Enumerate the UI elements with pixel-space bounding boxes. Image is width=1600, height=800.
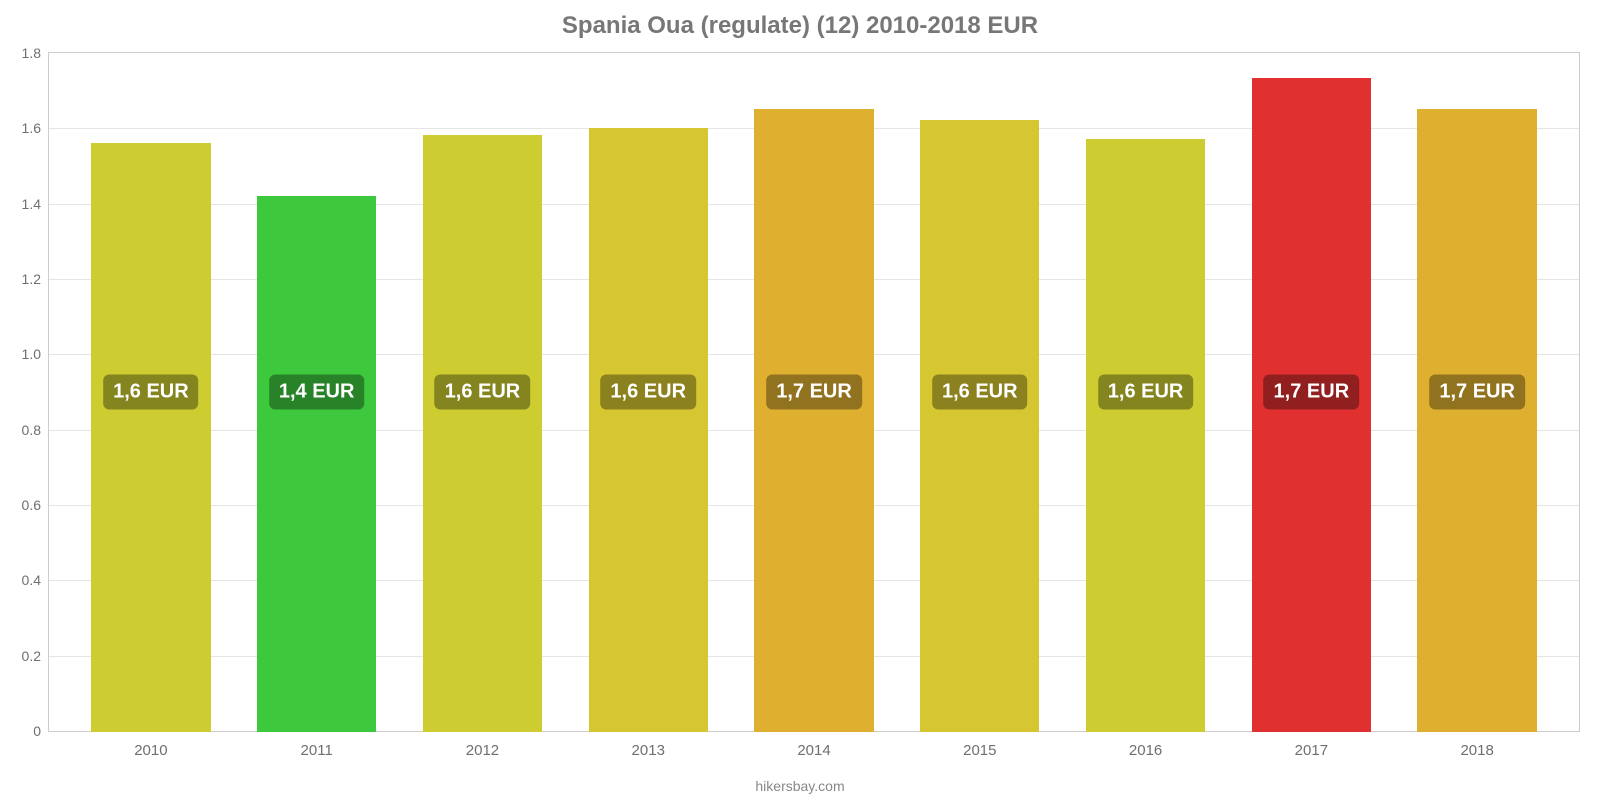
bar-slot: 1,7 EUR xyxy=(731,52,897,732)
bar: 1,6 EUR xyxy=(423,135,542,732)
x-tick-label: 2016 xyxy=(1063,742,1229,759)
bar: 1,4 EUR xyxy=(257,196,376,732)
bar-value-label: 1,6 EUR xyxy=(932,375,1028,410)
bar: 1,6 EUR xyxy=(1086,139,1205,732)
bar-slot: 1,7 EUR xyxy=(1228,52,1394,732)
y-tick-label: 0 xyxy=(33,723,49,739)
y-tick-label: 1.8 xyxy=(22,45,49,61)
price-chart: Spania Oua (regulate) (12) 2010-2018 EUR… xyxy=(0,0,1600,800)
bar-value-label: 1,7 EUR xyxy=(1429,375,1525,410)
y-tick-label: 1.6 xyxy=(22,120,49,136)
bar-value-label: 1,7 EUR xyxy=(766,375,862,410)
bar: 1,6 EUR xyxy=(920,120,1039,732)
bar-value-label: 1,6 EUR xyxy=(103,375,199,410)
bar-value-label: 1,6 EUR xyxy=(435,375,531,410)
x-tick-label: 2010 xyxy=(68,742,234,759)
chart-footer: hikersbay.com xyxy=(0,778,1600,794)
x-tick-label: 2017 xyxy=(1228,742,1394,759)
y-tick-label: 0.8 xyxy=(22,422,49,438)
chart-title: Spania Oua (regulate) (12) 2010-2018 EUR xyxy=(0,12,1600,40)
x-tick-label: 2011 xyxy=(234,742,400,759)
x-axis-labels: 201020112012201320142015201620172018 xyxy=(48,742,1580,759)
bar-slot: 1,6 EUR xyxy=(565,52,731,732)
bar: 1,6 EUR xyxy=(91,143,210,732)
x-tick-label: 2015 xyxy=(897,742,1063,759)
bar-slot: 1,6 EUR xyxy=(1063,52,1229,732)
plot-outer: 00.20.40.60.81.01.21.41.61.8 1,6 EUR1,4 … xyxy=(48,52,1580,732)
y-tick-label: 1.2 xyxy=(22,271,49,287)
bar: 1,7 EUR xyxy=(1252,78,1371,732)
x-tick-label: 2014 xyxy=(731,742,897,759)
x-tick-label: 2013 xyxy=(565,742,731,759)
bar-slot: 1,7 EUR xyxy=(1394,52,1560,732)
bar-slot: 1,6 EUR xyxy=(68,52,234,732)
y-tick-label: 1.4 xyxy=(22,196,49,212)
bar-value-label: 1,6 EUR xyxy=(1098,375,1194,410)
bar-slot: 1,6 EUR xyxy=(897,52,1063,732)
y-tick-label: 0.4 xyxy=(22,572,49,588)
bar-value-label: 1,6 EUR xyxy=(600,375,696,410)
bar: 1,7 EUR xyxy=(754,109,873,732)
bar-slot: 1,6 EUR xyxy=(400,52,566,732)
bar-value-label: 1,4 EUR xyxy=(269,375,365,410)
y-tick-label: 1.0 xyxy=(22,346,49,362)
y-tick-label: 0.6 xyxy=(22,497,49,513)
x-tick-label: 2012 xyxy=(400,742,566,759)
bar: 1,6 EUR xyxy=(589,128,708,732)
bar-value-label: 1,7 EUR xyxy=(1264,375,1360,410)
bar-slot: 1,4 EUR xyxy=(234,52,400,732)
x-tick-label: 2018 xyxy=(1394,742,1560,759)
bars-container: 1,6 EUR 1,4 EUR 1,6 EUR 1,6 EUR 1,7 EUR 1,6 E… xyxy=(48,52,1580,732)
bar: 1,7 EUR xyxy=(1417,109,1536,732)
y-tick-label: 0.2 xyxy=(22,648,49,664)
